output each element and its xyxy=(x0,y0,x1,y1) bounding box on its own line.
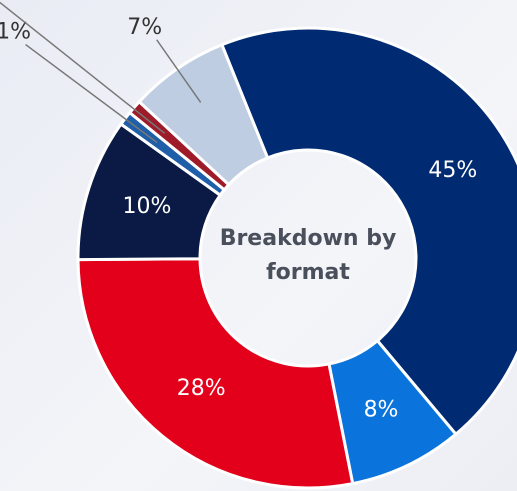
donut-segment xyxy=(137,42,270,187)
leader-line xyxy=(25,43,158,144)
value-label: 8% xyxy=(364,397,399,422)
donut-segment xyxy=(219,26,517,437)
value-label: 7% xyxy=(127,15,162,40)
chart-title: Breakdown by format xyxy=(219,226,397,285)
value-label: 45% xyxy=(428,158,477,183)
leader-line xyxy=(156,39,202,103)
leader-line xyxy=(0,1,166,134)
value-label: 28% xyxy=(177,376,226,401)
value-label: 10% xyxy=(122,194,171,219)
donut-segment xyxy=(76,257,355,490)
